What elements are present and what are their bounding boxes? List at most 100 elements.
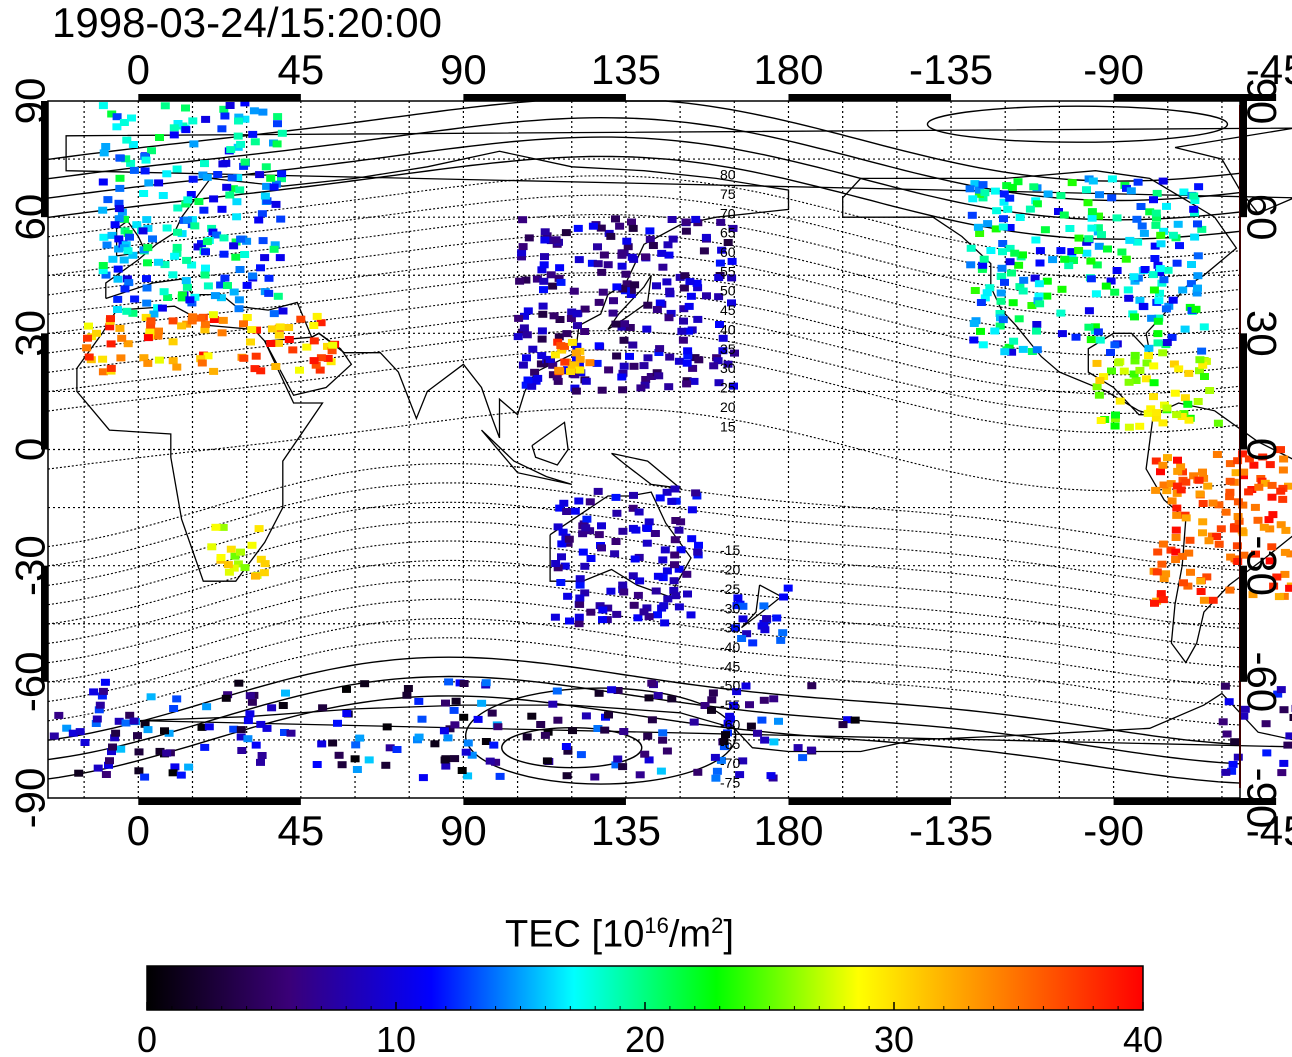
tec-pixel <box>639 608 649 616</box>
tec-pixel <box>245 710 255 718</box>
tec-pixel <box>682 570 692 578</box>
tec-pixel <box>1244 455 1254 463</box>
tec-pixel <box>629 362 639 370</box>
tec-pixel <box>1124 378 1134 386</box>
tec-pixel <box>689 718 699 726</box>
tec-pixel <box>1173 456 1182 464</box>
tec-pixel <box>107 748 116 756</box>
tec-pixel <box>1088 177 1098 185</box>
tec-pixel <box>702 292 711 300</box>
tec-pixel <box>574 362 584 369</box>
tec-pixel <box>236 733 246 741</box>
tec-pixel <box>239 320 248 328</box>
tec-pixel <box>707 696 717 704</box>
tec-pixel <box>80 739 90 746</box>
lat-tick-label-right: 90 <box>1238 78 1285 125</box>
tec-pixel <box>598 606 608 614</box>
tec-pixel <box>316 319 326 327</box>
tec-pixel <box>1166 480 1176 488</box>
axis-band <box>138 94 301 101</box>
tec-pixel <box>572 310 582 318</box>
tec-pixel <box>256 264 265 272</box>
tec-pixel <box>1035 300 1045 308</box>
tec-pixel <box>664 251 674 259</box>
tec-pixel <box>284 336 294 343</box>
tec-pixel <box>1173 467 1183 475</box>
tec-pixel <box>176 771 186 779</box>
tec-pixel <box>237 747 247 754</box>
tec-pixel <box>128 309 138 317</box>
tec-pixel <box>1130 313 1139 321</box>
tec-pixel <box>223 561 233 569</box>
tec-pixel <box>256 758 265 766</box>
contour-line <box>47 482 1241 571</box>
tec-pixel <box>674 526 684 534</box>
tec-pixel <box>274 331 284 339</box>
tec-pixel <box>1191 305 1201 313</box>
tec-pixel <box>123 247 133 255</box>
tec-pixel <box>242 314 252 321</box>
tec-pixel <box>1193 272 1203 280</box>
tec-pixel <box>209 367 219 375</box>
contour-label: -35 <box>720 620 740 636</box>
tec-pixel <box>519 324 529 332</box>
tec-pixel <box>451 697 461 705</box>
tec-pixel <box>630 555 640 563</box>
contour-label: 25 <box>720 380 736 396</box>
tec-pixel <box>1014 315 1024 323</box>
tec-pixel <box>738 757 748 765</box>
tec-pixel <box>762 615 772 623</box>
tec-pixel <box>130 295 140 303</box>
tec-pixel <box>75 728 85 736</box>
lat-tick-label-left: 0 <box>7 438 54 461</box>
tec-pixel <box>95 701 105 709</box>
tec-pixel <box>495 772 505 780</box>
tec-pixel <box>414 733 424 741</box>
tec-pixel <box>1064 262 1074 270</box>
tec-pixel <box>323 354 333 362</box>
contour-line <box>47 617 1241 707</box>
colorbar-tick-label: 30 <box>874 1019 914 1057</box>
tec-pixel <box>142 275 151 283</box>
tec-pixel <box>302 343 312 351</box>
tec-pixel <box>671 517 681 524</box>
tec-pixel <box>183 196 193 204</box>
tec-pixel <box>1150 255 1160 262</box>
tec-pixel <box>107 231 117 239</box>
tec-pixel <box>1289 714 1292 721</box>
tec-pixel <box>653 611 662 619</box>
tec-pixel <box>655 299 665 307</box>
tec-pixel <box>129 717 139 725</box>
tec-pixel <box>723 360 733 368</box>
tec-pixel <box>323 342 332 350</box>
tec-pixel <box>670 485 680 493</box>
tec-pixel <box>693 768 703 776</box>
tec-pixel <box>114 199 124 207</box>
tec-pixel <box>280 729 289 736</box>
contour-line <box>47 233 1241 318</box>
tec-pixel <box>1156 468 1165 476</box>
tec-pixel <box>575 581 585 589</box>
tec-pixel <box>581 712 591 720</box>
tec-pixel <box>517 253 526 261</box>
lat-tick-label-left: 60 <box>7 194 54 241</box>
axis-band <box>1113 94 1277 101</box>
tec-pixel <box>593 725 603 732</box>
tec-pixel <box>594 298 604 306</box>
tec-pixel <box>634 508 644 516</box>
tec-pixel <box>666 309 676 317</box>
tec-pixel <box>155 134 164 141</box>
tec-pixel <box>233 560 243 568</box>
tec-pixel <box>196 314 206 322</box>
tec-pixel <box>714 379 724 387</box>
tec-pixel <box>1083 199 1093 207</box>
tec-pixel <box>439 727 449 735</box>
tec-pixel <box>1121 255 1131 263</box>
tec-pixel <box>656 767 666 775</box>
tec-pixel <box>1192 289 1202 297</box>
tec-pixel <box>203 282 213 290</box>
tec-pixel <box>200 326 210 334</box>
tec-pixel <box>1087 208 1097 216</box>
tec-pixel <box>567 361 577 369</box>
contour-line <box>47 175 1241 260</box>
